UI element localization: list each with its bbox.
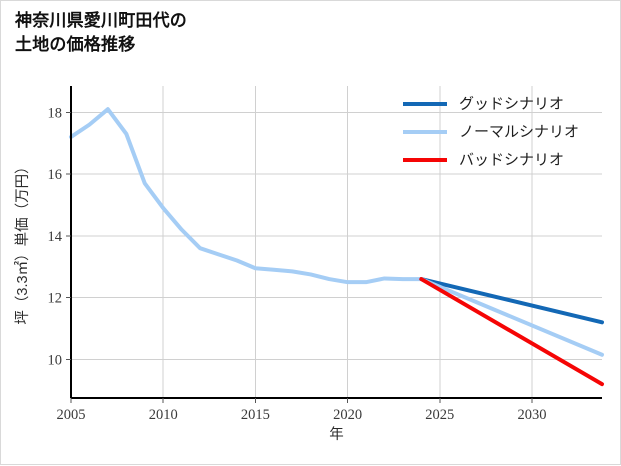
- x-tick-label: 2005: [57, 407, 86, 423]
- y-tick-label: 16: [48, 167, 63, 183]
- series-line-グッドシナリオ: [419, 277, 604, 325]
- legend-label-ノーマルシナリオ: ノーマルシナリオ: [459, 124, 579, 140]
- y-tick-label: 14: [48, 229, 63, 245]
- series-layer: [69, 107, 604, 387]
- y-tick-label: 10: [48, 352, 63, 368]
- x-tick-label: 2030: [517, 407, 546, 423]
- series-line-バッドシナリオ: [419, 277, 604, 387]
- axes-layer: [66, 86, 602, 403]
- axis-titles-layer: 年 坪（3.3㎡）単価（万円）: [14, 159, 344, 443]
- x-axis-title: 年: [329, 426, 344, 443]
- legend-label-グッドシナリオ: グッドシナリオ: [459, 95, 564, 112]
- y-axis-title: 坪（3.3㎡）単価（万円）: [14, 159, 31, 324]
- y-tick-label: 12: [48, 291, 63, 307]
- series-line-実績: [69, 107, 424, 285]
- tick-labels-layer: 10 12 14 16 18 2005 2010 2015 2020 2025 2030: [48, 105, 547, 423]
- x-tick-label: 2025: [425, 407, 454, 423]
- x-tick-label: 2020: [333, 407, 362, 423]
- x-tick-label: 2010: [149, 407, 178, 423]
- legend-label-バッドシナリオ: バッドシナリオ: [459, 152, 564, 168]
- series-line-ノーマルシナリオ: [419, 277, 604, 357]
- page-title: 神奈川県愛川町田代の 土地の価格推移: [15, 11, 187, 55]
- x-tick-label: 2015: [241, 407, 270, 423]
- y-tick-label: 18: [48, 105, 63, 121]
- gridlines-layer: [70, 86, 602, 398]
